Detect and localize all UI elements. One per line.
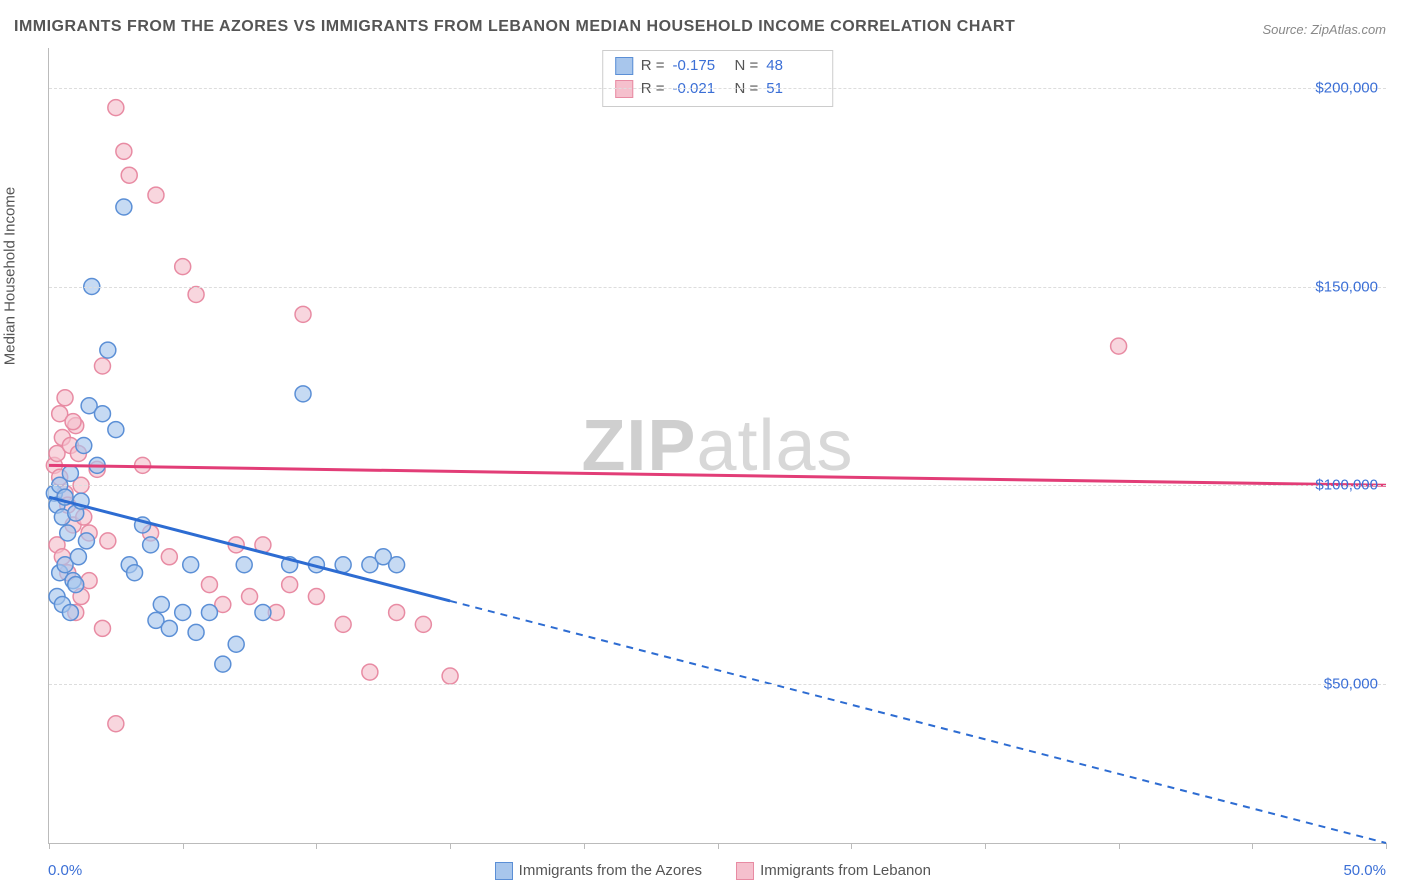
scatter-point-lebanon <box>175 259 191 275</box>
x-tick <box>584 843 585 849</box>
scatter-point-azores <box>175 604 191 620</box>
scatter-point-lebanon <box>121 167 137 183</box>
scatter-point-lebanon <box>100 533 116 549</box>
bottom-legend: 0.0% Immigrants from the Azores Immigran… <box>48 862 1386 880</box>
x-tick <box>718 843 719 849</box>
x-max-label: 50.0% <box>1343 862 1386 879</box>
x-tick <box>1386 843 1387 849</box>
scatter-point-lebanon <box>442 668 458 684</box>
scatter-point-azores <box>60 525 76 541</box>
scatter-point-azores <box>68 577 84 593</box>
x-tick <box>183 843 184 849</box>
scatter-point-lebanon <box>161 549 177 565</box>
scatter-point-azores <box>62 604 78 620</box>
scatter-point-lebanon <box>242 589 258 605</box>
scatter-svg <box>49 48 1386 843</box>
source-attribution: Source: ZipAtlas.com <box>1262 22 1386 37</box>
x-tick <box>851 843 852 849</box>
scatter-point-azores <box>188 624 204 640</box>
chart-title: IMMIGRANTS FROM THE AZORES VS IMMIGRANTS… <box>14 18 1015 36</box>
scatter-point-azores <box>143 537 159 553</box>
scatter-point-azores <box>201 604 217 620</box>
scatter-point-lebanon <box>57 390 73 406</box>
scatter-point-azores <box>228 636 244 652</box>
gridline-h <box>49 88 1386 89</box>
scatter-point-azores <box>100 342 116 358</box>
scatter-point-lebanon <box>295 306 311 322</box>
scatter-point-azores <box>94 406 110 422</box>
gridline-h <box>49 684 1386 685</box>
scatter-point-lebanon <box>415 616 431 632</box>
scatter-point-azores <box>153 597 169 613</box>
scatter-point-lebanon <box>1111 338 1127 354</box>
scatter-point-lebanon <box>108 100 124 116</box>
legend-label-lebanon: Immigrants from Lebanon <box>760 862 931 879</box>
scatter-point-azores <box>127 565 143 581</box>
y-tick-label: $200,000 <box>1315 79 1378 96</box>
scatter-point-azores <box>108 422 124 438</box>
y-tick-label: $50,000 <box>1324 676 1378 693</box>
y-tick-label: $150,000 <box>1315 278 1378 295</box>
scatter-point-lebanon <box>389 604 405 620</box>
scatter-point-azores <box>389 557 405 573</box>
scatter-point-azores <box>78 533 94 549</box>
scatter-point-azores <box>70 549 86 565</box>
trend-line-dashed <box>450 601 1386 843</box>
x-tick <box>1252 843 1253 849</box>
scatter-point-lebanon <box>116 143 132 159</box>
legend-item-azores: Immigrants from the Azores <box>495 862 702 880</box>
scatter-point-azores <box>161 620 177 636</box>
scatter-point-azores <box>255 604 271 620</box>
scatter-point-azores <box>116 199 132 215</box>
scatter-point-lebanon <box>188 286 204 302</box>
scatter-point-lebanon <box>282 577 298 593</box>
x-tick <box>450 843 451 849</box>
scatter-point-azores <box>295 386 311 402</box>
scatter-point-azores <box>62 465 78 481</box>
x-min-label: 0.0% <box>48 862 82 879</box>
x-tick <box>1119 843 1120 849</box>
scatter-point-lebanon <box>362 664 378 680</box>
scatter-point-lebanon <box>335 616 351 632</box>
legend-item-lebanon: Immigrants from Lebanon <box>736 862 931 880</box>
gridline-h <box>49 485 1386 486</box>
scatter-point-lebanon <box>108 716 124 732</box>
legend-label-azores: Immigrants from the Azores <box>519 862 702 879</box>
y-axis-label: Median Household Income <box>2 187 19 365</box>
x-tick <box>316 843 317 849</box>
swatch-azores <box>495 862 513 880</box>
scatter-point-azores <box>76 438 92 454</box>
plot-area: ZIPatlas R = -0.175 N = 48 R = -0.021 N … <box>48 48 1386 844</box>
scatter-point-lebanon <box>94 358 110 374</box>
scatter-point-lebanon <box>308 589 324 605</box>
gridline-h <box>49 287 1386 288</box>
y-tick-label: $100,000 <box>1315 477 1378 494</box>
legend-center: Immigrants from the Azores Immigrants fr… <box>495 862 931 880</box>
scatter-point-azores <box>236 557 252 573</box>
x-tick <box>985 843 986 849</box>
scatter-point-lebanon <box>65 414 81 430</box>
swatch-lebanon <box>736 862 754 880</box>
scatter-point-azores <box>183 557 199 573</box>
scatter-point-lebanon <box>94 620 110 636</box>
scatter-point-lebanon <box>148 187 164 203</box>
x-tick <box>49 843 50 849</box>
scatter-point-lebanon <box>201 577 217 593</box>
trend-line-solid <box>49 465 1386 485</box>
scatter-point-azores <box>215 656 231 672</box>
